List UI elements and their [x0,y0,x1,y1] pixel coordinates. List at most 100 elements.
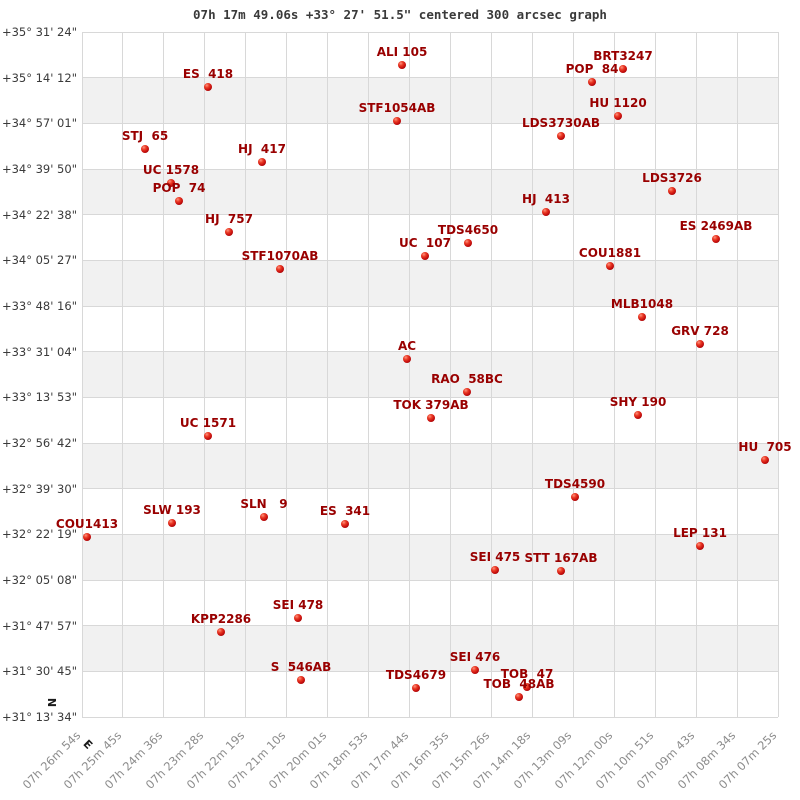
star-point[interactable] [588,78,596,86]
shaded-band [82,169,778,215]
star-point[interactable] [168,519,176,527]
grid-line-vertical [449,32,451,717]
grid-line-horizontal [82,579,778,581]
grid-line-horizontal [82,305,778,307]
grid-line-vertical [368,32,370,717]
star-point[interactable] [571,493,579,501]
star-point[interactable] [523,683,531,691]
grid-line-horizontal [82,122,778,124]
star-point[interactable] [634,411,642,419]
star-point[interactable] [696,340,704,348]
star-point[interactable] [515,693,523,701]
star-label: SLN 9 [240,497,288,511]
star-point[interactable] [464,239,472,247]
star-label: AC [397,339,417,353]
y-axis-tick-label: +33° 13' 53" [1,390,77,405]
star-label: COU1881 [578,246,642,260]
grid-line-vertical [163,32,165,717]
star-point[interactable] [619,65,627,73]
star-label: TOB 48AB [483,677,555,691]
star-point[interactable] [225,228,233,236]
star-point[interactable] [167,179,175,187]
star-point[interactable] [260,513,268,521]
grid-line-horizontal [82,396,778,398]
star-label: LDS3726 [642,171,702,185]
star-label: LEP 131 [673,526,727,540]
star-point[interactable] [761,456,769,464]
star-point[interactable] [175,197,183,205]
star-point[interactable] [412,684,420,692]
grid-line-horizontal [82,488,778,490]
star-point[interactable] [712,235,720,243]
star-point[interactable] [557,132,565,140]
star-point[interactable] [217,628,225,636]
star-label: TDS4650 [437,223,499,237]
star-point[interactable] [141,145,149,153]
star-label: STT 167AB [524,551,598,565]
star-point[interactable] [557,567,565,575]
star-label: TDS4679 [385,668,447,682]
grid-line-vertical [777,32,779,717]
y-axis-tick-label: +33° 31' 04" [1,344,77,359]
grid-line-vertical [695,32,697,717]
star-label: S 546AB [270,660,332,674]
star-point[interactable] [204,83,212,91]
grid-line-vertical [409,32,411,717]
star-label: ES 2469AB [679,219,753,233]
star-point[interactable] [341,520,349,528]
star-point[interactable] [398,61,406,69]
star-point[interactable] [403,355,411,363]
star-label: ES 418 [182,67,234,81]
star-label: SEI 476 [449,650,501,664]
y-axis-tick-label: +35° 14' 12" [1,70,77,85]
y-axis-tick-label: +31° 30' 45" [1,664,77,679]
star-point[interactable] [393,117,401,125]
shaded-band [82,625,778,672]
star-point[interactable] [471,666,479,674]
star-label: COU1413 [55,517,119,531]
shaded-band [82,351,778,398]
star-label: POP 84 [565,62,619,76]
x-axis-tick-label: 07h 07m 25s [715,728,780,792]
star-point[interactable] [614,112,622,120]
star-point[interactable] [606,262,614,270]
compass-north-marker: N [45,697,59,708]
star-point[interactable] [421,252,429,260]
star-label: HU 1120 [589,96,647,110]
star-point[interactable] [294,614,302,622]
star-point[interactable] [276,265,284,273]
y-axis-tick-label: +34° 05' 27" [1,253,77,268]
star-point[interactable] [542,208,550,216]
star-point[interactable] [204,432,212,440]
grid-line-vertical [204,32,206,717]
grid-line-horizontal [82,625,778,627]
grid-line-vertical [122,32,124,717]
star-point[interactable] [258,158,266,166]
star-point[interactable] [638,313,646,321]
grid-line-vertical [736,32,738,717]
star-label: TOB 47 [500,667,554,681]
y-axis-tick-label: +32° 56' 42" [1,436,77,450]
star-label: UC 1571 [179,416,237,430]
star-label: SEI 475 [469,550,521,564]
star-label: ES 341 [319,504,371,518]
grid-line-horizontal [82,716,778,718]
star-label: SHY 190 [609,395,667,409]
star-point[interactable] [83,533,91,541]
y-axis-tick-label: +32° 39' 30" [1,481,77,496]
y-axis-tick-label: +32° 05' 08" [1,573,77,587]
grid-line-vertical [531,32,533,717]
grid-line-vertical [245,32,247,717]
chart-title: 07h 17m 49.06s +33° 27' 51.5" centered 3… [193,7,607,22]
y-axis-tick-label: +35° 31' 24" [1,25,77,39]
star-point[interactable] [696,542,704,550]
star-point[interactable] [427,414,435,422]
star-point[interactable] [668,187,676,195]
star-label: HJ 417 [238,142,286,156]
star-point[interactable] [463,388,471,396]
star-label: TDS4590 [544,477,606,491]
star-point[interactable] [491,566,499,574]
star-point[interactable] [297,676,305,684]
y-axis-tick-label: +34° 39' 50" [1,162,77,176]
